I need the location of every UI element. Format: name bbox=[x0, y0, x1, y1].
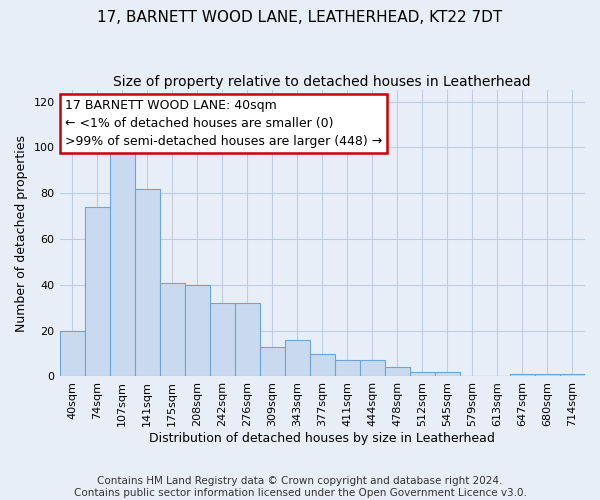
Bar bbox=[260, 346, 285, 376]
Bar bbox=[535, 374, 560, 376]
Title: Size of property relative to detached houses in Leatherhead: Size of property relative to detached ho… bbox=[113, 75, 531, 89]
Text: 17 BARNETT WOOD LANE: 40sqm
← <1% of detached houses are smaller (0)
>99% of sem: 17 BARNETT WOOD LANE: 40sqm ← <1% of det… bbox=[65, 99, 382, 148]
Bar bbox=[335, 360, 360, 376]
Bar bbox=[410, 372, 435, 376]
Bar bbox=[185, 285, 209, 376]
Bar bbox=[435, 372, 460, 376]
Bar bbox=[560, 374, 585, 376]
Bar bbox=[160, 282, 185, 376]
Bar bbox=[310, 354, 335, 376]
Bar bbox=[85, 207, 110, 376]
X-axis label: Distribution of detached houses by size in Leatherhead: Distribution of detached houses by size … bbox=[149, 432, 495, 445]
Text: Contains HM Land Registry data © Crown copyright and database right 2024.
Contai: Contains HM Land Registry data © Crown c… bbox=[74, 476, 526, 498]
Bar bbox=[59, 330, 85, 376]
Bar bbox=[235, 303, 260, 376]
Y-axis label: Number of detached properties: Number of detached properties bbox=[15, 135, 28, 332]
Bar bbox=[510, 374, 535, 376]
Bar bbox=[385, 368, 410, 376]
Bar bbox=[360, 360, 385, 376]
Bar bbox=[209, 303, 235, 376]
Text: 17, BARNETT WOOD LANE, LEATHERHEAD, KT22 7DT: 17, BARNETT WOOD LANE, LEATHERHEAD, KT22… bbox=[97, 10, 503, 25]
Bar bbox=[110, 148, 134, 376]
Bar bbox=[134, 188, 160, 376]
Bar bbox=[285, 340, 310, 376]
